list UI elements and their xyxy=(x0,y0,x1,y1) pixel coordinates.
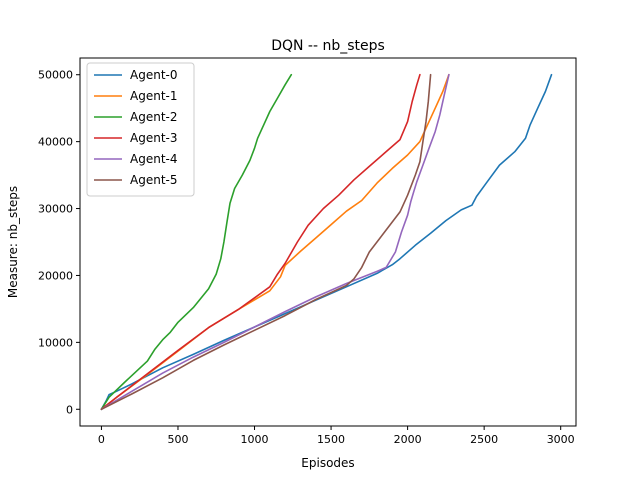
y-axis: 0 10000 20000 30000 40000 50000 xyxy=(38,69,80,416)
plot-frame xyxy=(79,57,577,427)
x-axis: 0 500 1000 1500 2000 2500 3000 xyxy=(98,426,575,446)
series-line-agent-5 xyxy=(100,73,432,411)
series-line-agent-3 xyxy=(100,73,421,411)
y-tick-label: 20000 xyxy=(38,269,73,282)
x-axis-label: Episodes xyxy=(301,456,354,470)
y-tick-label: 10000 xyxy=(38,336,73,349)
y-tick-label: 40000 xyxy=(38,136,73,149)
legend-label: Agent-4 xyxy=(130,152,177,166)
y-tick-label: 30000 xyxy=(38,203,73,216)
plot-area xyxy=(100,73,553,411)
y-tick-label: 50000 xyxy=(38,69,73,82)
x-tick-label: 1500 xyxy=(317,433,345,446)
legend-label: Agent-2 xyxy=(130,110,177,124)
series-line-agent-2 xyxy=(100,73,293,411)
legend-label: Agent-1 xyxy=(130,89,177,103)
x-tick-label: 2500 xyxy=(470,433,498,446)
legend: Agent-0 Agent-1 Agent-2 Agent-3 Agent-4 Agent… xyxy=(86,62,195,197)
legend-label: Agent-3 xyxy=(130,131,177,145)
legend-label: Agent-0 xyxy=(130,68,177,82)
y-axis-label: Measure: nb_steps xyxy=(6,186,20,298)
x-tick-label: 1000 xyxy=(241,433,269,446)
x-tick-label: 0 xyxy=(98,433,105,446)
chart-title: DQN -- nb_steps xyxy=(271,38,385,54)
series-line-agent-4 xyxy=(100,73,450,411)
x-tick-label: 2000 xyxy=(394,433,422,446)
legend-label: Agent-5 xyxy=(130,173,177,187)
x-tick-label: 500 xyxy=(167,433,188,446)
y-tick-label: 0 xyxy=(66,403,73,416)
series-line-agent-0 xyxy=(100,73,553,411)
x-tick-label: 3000 xyxy=(547,433,575,446)
